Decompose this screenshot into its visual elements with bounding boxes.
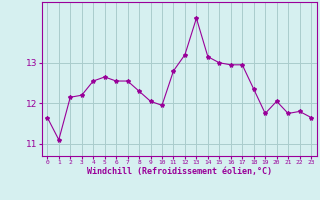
X-axis label: Windchill (Refroidissement éolien,°C): Windchill (Refroidissement éolien,°C) (87, 167, 272, 176)
